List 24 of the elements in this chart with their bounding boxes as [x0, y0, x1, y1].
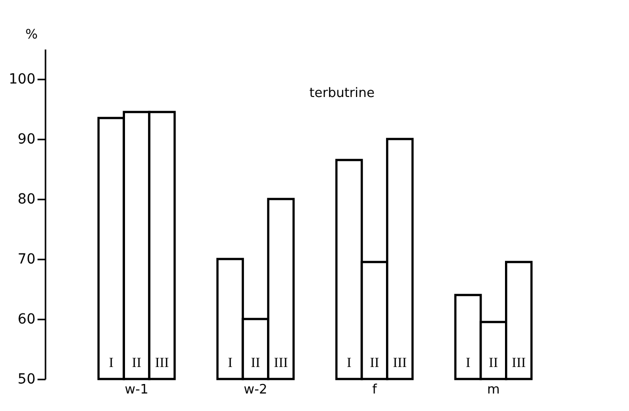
text: I: [346, 356, 352, 371]
x-tick-label: f: [372, 382, 378, 398]
y-tick-label: 50: [18, 372, 36, 388]
y-axis-title: %: [25, 28, 38, 42]
text: III: [274, 356, 288, 371]
series-label: II: [132, 356, 142, 371]
y-tick-label: 60: [18, 312, 36, 328]
text: I: [228, 356, 232, 371]
text: III: [392, 356, 407, 371]
y-tick-label: 90: [18, 132, 36, 148]
y-tick-label: 100: [8, 72, 36, 88]
series-label: III: [154, 356, 170, 371]
y-tick-label: 70: [18, 252, 36, 268]
text: terbutrine: [309, 86, 375, 101]
text: III: [512, 356, 526, 371]
text: II: [488, 356, 498, 371]
text: I: [466, 356, 470, 371]
series-label: I: [108, 356, 114, 371]
y-tick-label: 80: [18, 192, 36, 208]
text: II: [370, 356, 380, 371]
x-tick-label: m: [487, 382, 500, 398]
x-tick-label: w-2: [244, 382, 268, 398]
x-tick-label: w-1: [124, 382, 148, 398]
text: II: [250, 356, 260, 371]
